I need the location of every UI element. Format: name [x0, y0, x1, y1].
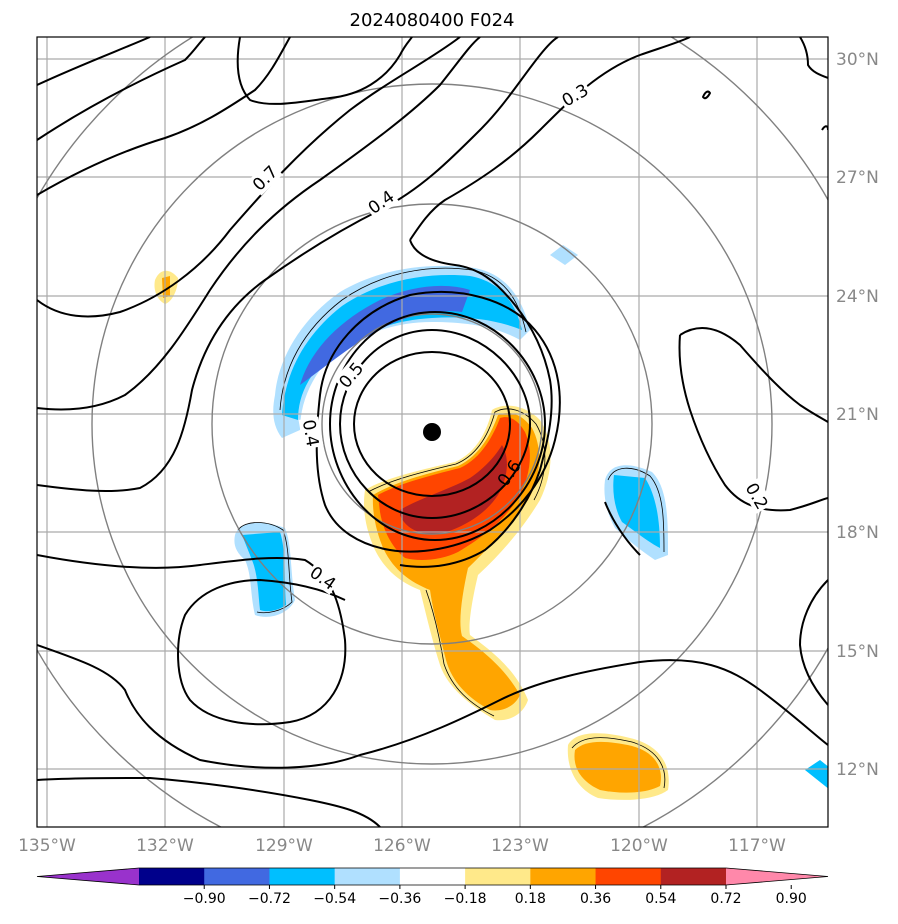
colorbar-segment [399, 868, 466, 885]
colorbar-tick-label: 0.90 [776, 891, 807, 907]
colorbar-segment [530, 868, 597, 885]
lon-tick-label: 120°W [610, 836, 668, 856]
colorbar: −0.90 −0.72 −0.54 −0.36 −0.18 0.18 0.36 0.54 0.7… [36, 867, 829, 907]
lon-tick-label: 123°W [491, 836, 549, 856]
lat-tick-label: 27°N [836, 168, 879, 188]
lat-tick-label: 30°N [836, 50, 879, 70]
colorbar-extend-high [726, 868, 828, 885]
storm-center-marker [423, 423, 441, 441]
colorbar-tick-label: 0.54 [645, 891, 676, 907]
colorbar-segment [465, 868, 531, 885]
colorbar-segment [595, 868, 662, 885]
lat-tick-label: 18°N [836, 523, 879, 543]
colorbar-outline [36, 867, 829, 886]
longitude-labels: 135°W 132°W 129°W 126°W 123°W 120°W 117°… [18, 836, 786, 856]
graticule [37, 37, 828, 827]
colorbar-extend-low [37, 868, 139, 885]
colorbar-tick-label: −0.36 [378, 891, 421, 907]
colorbar-segment [269, 868, 336, 885]
colorbar-tick-label: −0.54 [313, 891, 356, 907]
colorbar-tick-label: 0.18 [515, 891, 546, 907]
lon-tick-label: 126°W [373, 836, 431, 856]
colorbar-tick-label: −0.18 [444, 891, 487, 907]
lon-tick-label: 135°W [18, 836, 76, 856]
colorbar-tick-label: 0.36 [580, 891, 611, 907]
lat-tick-label: 12°N [836, 760, 879, 780]
lat-tick-label: 21°N [836, 405, 879, 425]
colorbar-segment [660, 868, 727, 885]
lon-tick-label: 132°W [136, 836, 194, 856]
colorbar-tick-label: 0.72 [710, 891, 741, 907]
contour-label: 0.4 [298, 418, 322, 448]
lat-tick-label: 24°N [836, 287, 879, 307]
map-frame [36, 36, 829, 828]
contour-lines [37, 37, 828, 827]
lon-tick-label: 129°W [255, 836, 313, 856]
colorbar-segment [334, 868, 401, 885]
colorbar-tick-label: −0.72 [248, 891, 291, 907]
range-rings [37, 37, 828, 827]
figure-title: 2024080400 F024 [350, 10, 515, 31]
lat-tick-label: 15°N [836, 642, 879, 662]
map-area: 0.3 0.7 0.4 0.5 0.4 0.6 0.2 0.4 [37, 37, 828, 827]
colorbar-segment [204, 868, 270, 885]
colorbar-segment [139, 868, 205, 885]
lon-tick-label: 117°W [728, 836, 786, 856]
latitude-labels: 30°N 27°N 24°N 21°N 18°N 15°N 12°N [836, 50, 879, 780]
colorbar-tick-label: −0.90 [183, 891, 226, 907]
